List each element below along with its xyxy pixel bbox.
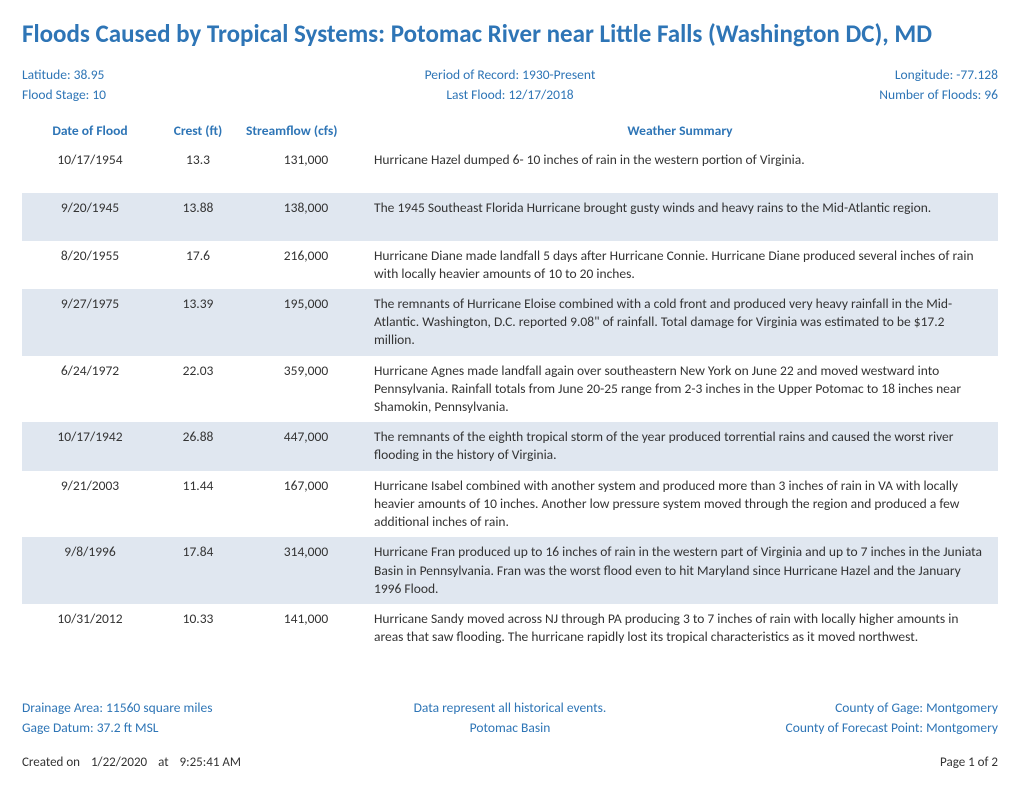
created-at-label: at: [158, 755, 168, 770]
cell-crest: 17.84: [158, 543, 238, 561]
meta-datum: Gage Datum: 37.2 ft MSL: [22, 718, 347, 738]
cell-crest: 10.33: [158, 610, 238, 628]
cell-summary: Hurricane Agnes made landfall again over…: [374, 362, 990, 417]
header-meta: Latitude: 38.95 Flood Stage: 10 Period o…: [22, 65, 998, 106]
cell-flow: 314,000: [246, 543, 366, 561]
cell-date: 9/27/1975: [30, 295, 150, 313]
cell-date: 9/8/1996: [30, 543, 150, 561]
cell-summary: Hurricane Sandy moved across NJ through …: [374, 610, 990, 646]
cell-crest: 17.6: [158, 247, 238, 265]
cell-flow: 141,000: [246, 610, 366, 628]
page-footer: Created on 1/22/2020 at 9:25:41 AM Page …: [22, 755, 998, 770]
cell-crest: 13.88: [158, 199, 238, 217]
meta-period: Period of Record: 1930-Present: [347, 65, 672, 85]
meta-note: Data represent all historical events.: [347, 698, 672, 718]
meta-county-forecast: County of Forecast Point: Montgomery: [673, 718, 998, 738]
col-header-date: Date of Flood: [30, 122, 150, 139]
col-header-flow: Streamflow (cfs): [246, 122, 366, 139]
meta-longitude: Longitude: -77.128: [673, 65, 998, 85]
table-row: 9/8/1996 17.84 314,000 Hurricane Fran produ…: [22, 537, 998, 604]
cell-date: 8/20/1955: [30, 247, 150, 265]
footer-meta: Drainage Area: 11560 square miles Gage D…: [22, 698, 998, 739]
cell-date: 9/21/2003: [30, 477, 150, 495]
table-row: 9/27/1975 13.39 195,000 The remnants of Hur…: [22, 289, 998, 356]
cell-summary: The 1945 Southeast Florida Hurricane bro…: [374, 199, 990, 217]
cell-summary: Hurricane Isabel combined with another s…: [374, 477, 990, 532]
cell-date: 6/24/1972: [30, 362, 150, 380]
meta-flood-stage: Flood Stage: 10: [22, 85, 347, 105]
table-header-row: Date of Flood Crest (ft) Streamflow (cfs…: [22, 116, 998, 145]
cell-summary: Hurricane Fran produced up to 16 inches …: [374, 543, 990, 598]
table-row: 8/20/1955 17.6 216,000 Hurricane Diane made…: [22, 241, 998, 289]
table-row: 9/21/2003 11.44 167,000 Hurricane Isabel co…: [22, 471, 998, 538]
table-row: 9/20/1945 13.88 138,000 The 1945 Southeast …: [22, 193, 998, 241]
cell-flow: 167,000: [246, 477, 366, 495]
table-row: 10/17/1954 13.3 131,000 Hurricane Hazel dum…: [22, 145, 998, 193]
cell-flow: 131,000: [246, 151, 366, 169]
table-row: 10/17/1942 26.88 447,000 The remnants of th…: [22, 422, 998, 470]
created-stamp: Created on 1/22/2020 at 9:25:41 AM: [22, 755, 249, 770]
cell-flow: 447,000: [246, 428, 366, 446]
cell-flow: 359,000: [246, 362, 366, 380]
cell-summary: Hurricane Hazel dumped 6- 10 inches of r…: [374, 151, 990, 169]
cell-date: 9/20/1945: [30, 199, 150, 217]
meta-latitude: Latitude: 38.95: [22, 65, 347, 85]
page-number: Page 1 of 2: [940, 755, 998, 770]
cell-date: 10/17/1942: [30, 428, 150, 446]
cell-crest: 22.03: [158, 362, 238, 380]
created-time: 9:25:41 AM: [180, 755, 241, 770]
cell-summary: The remnants of the eighth tropical stor…: [374, 428, 990, 464]
cell-crest: 13.39: [158, 295, 238, 313]
cell-crest: 11.44: [158, 477, 238, 495]
meta-num-floods: Number of Floods: 96: [673, 85, 998, 105]
cell-flow: 195,000: [246, 295, 366, 313]
table-row: 6/24/1972 22.03 359,000 Hurricane Agnes mad…: [22, 356, 998, 423]
flood-table: Date of Flood Crest (ft) Streamflow (cfs…: [22, 116, 998, 653]
cell-summary: Hurricane Diane made landfall 5 days aft…: [374, 247, 990, 283]
table-row: 10/31/2012 10.33 141,000 Hurricane Sandy mo…: [22, 604, 998, 652]
col-header-crest: Crest (ft): [158, 122, 238, 139]
created-label: Created on: [22, 755, 80, 770]
cell-date: 10/31/2012: [30, 610, 150, 628]
col-header-summary: Weather Summary: [374, 122, 990, 139]
meta-county-gage: County of Gage: Montgomery: [673, 698, 998, 718]
meta-drainage: Drainage Area: 11560 square miles: [22, 698, 347, 718]
page-title: Floods Caused by Tropical Systems: Potom…: [22, 18, 998, 49]
cell-crest: 26.88: [158, 428, 238, 446]
cell-crest: 13.3: [158, 151, 238, 169]
cell-flow: 216,000: [246, 247, 366, 265]
meta-last-flood: Last Flood: 12/17/2018: [347, 85, 672, 105]
cell-date: 10/17/1954: [30, 151, 150, 169]
cell-summary: The remnants of Hurricane Eloise combine…: [374, 295, 990, 350]
meta-basin: Potomac Basin: [347, 718, 672, 738]
cell-flow: 138,000: [246, 199, 366, 217]
created-date: 1/22/2020: [91, 755, 147, 770]
